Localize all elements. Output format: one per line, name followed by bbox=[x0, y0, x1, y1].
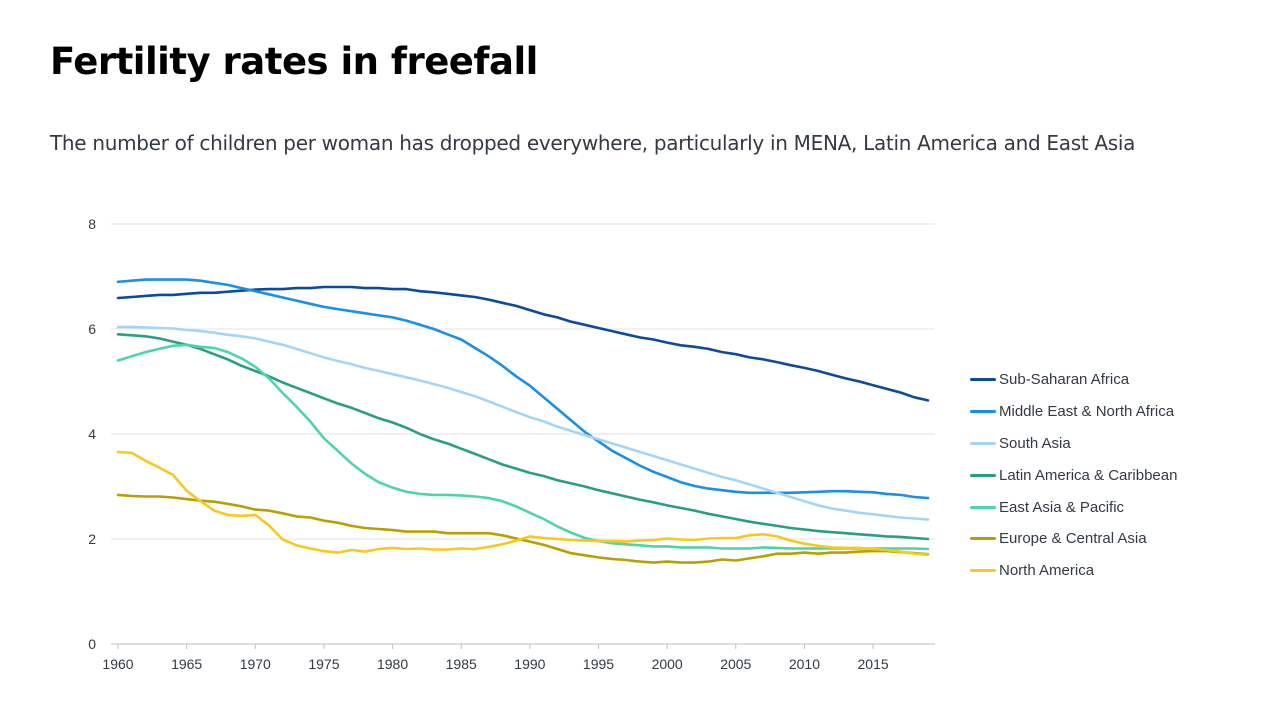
series-line-south-asia bbox=[116, 325, 930, 521]
legend-item: North America bbox=[970, 555, 1177, 587]
series-line-east-asia-and-pacific bbox=[116, 343, 930, 551]
legend-label: Middle East & North Africa bbox=[999, 403, 1175, 421]
chart-gridlines bbox=[111, 223, 935, 645]
series-line-middle-east-and-north-africa bbox=[116, 278, 930, 500]
series-line-europe-and-central-asia bbox=[116, 493, 930, 564]
legend-swatch bbox=[970, 569, 996, 573]
chart-series-lines bbox=[116, 278, 930, 564]
page-subtitle: The number of children per woman has dro… bbox=[50, 131, 1136, 155]
x-tick-label: 1985 bbox=[446, 656, 477, 672]
x-tick-label: 1965 bbox=[171, 656, 202, 672]
series-line-latin-america-and-caribbean bbox=[116, 332, 930, 541]
legend-swatch bbox=[970, 378, 996, 382]
y-tick-label: 4 bbox=[88, 426, 96, 442]
y-tick-label: 8 bbox=[88, 216, 96, 232]
legend-item: South Asia bbox=[970, 428, 1177, 460]
y-tick-label: 0 bbox=[88, 636, 96, 652]
x-tick-label: 2015 bbox=[858, 656, 889, 672]
y-tick-label: 2 bbox=[88, 531, 96, 547]
legend-label: Europe & Central Asia bbox=[999, 530, 1147, 548]
legend-swatch bbox=[970, 410, 996, 414]
x-tick-label: 1990 bbox=[514, 656, 545, 672]
chart-legend: Sub-Saharan Africa Middle East & North Af… bbox=[970, 364, 1177, 587]
chart-axes: 0 2 4 6 8 1960 1965 1970 1975 1980 1985 1990 1995 200… bbox=[88, 216, 889, 672]
x-tick-label: 2010 bbox=[789, 656, 820, 672]
legend-swatch bbox=[970, 441, 996, 445]
legend-label: North America bbox=[999, 562, 1095, 580]
x-tick-label: 2000 bbox=[652, 656, 683, 672]
x-tick-label: 1980 bbox=[377, 656, 408, 672]
x-tick-label: 1995 bbox=[583, 656, 614, 672]
x-tick-label: 2005 bbox=[720, 656, 751, 672]
legend-label: Sub-Saharan Africa bbox=[999, 371, 1130, 389]
legend-item: Europe & Central Asia bbox=[970, 523, 1177, 555]
legend-item: Latin America & Caribbean bbox=[970, 459, 1177, 491]
legend-swatch bbox=[970, 505, 996, 509]
legend-label: South Asia bbox=[999, 434, 1071, 452]
x-tick-label: 1960 bbox=[102, 656, 133, 672]
legend-swatch bbox=[970, 537, 996, 541]
legend-label: East Asia & Pacific bbox=[999, 498, 1125, 516]
legend-swatch bbox=[970, 473, 996, 477]
y-tick-label: 6 bbox=[88, 321, 96, 337]
legend-item: Sub-Saharan Africa bbox=[970, 364, 1177, 396]
page-title: Fertility rates in freefall bbox=[50, 40, 538, 83]
legend-item: Middle East & North Africa bbox=[970, 396, 1177, 428]
legend-label: Latin America & Caribbean bbox=[999, 466, 1178, 484]
series-line-sub-saharan-africa bbox=[116, 285, 930, 402]
x-tick-label: 1970 bbox=[240, 656, 271, 672]
series-line-north-america bbox=[116, 450, 930, 557]
x-tick-label: 1975 bbox=[308, 656, 339, 672]
legend-item: East Asia & Pacific bbox=[970, 491, 1177, 523]
